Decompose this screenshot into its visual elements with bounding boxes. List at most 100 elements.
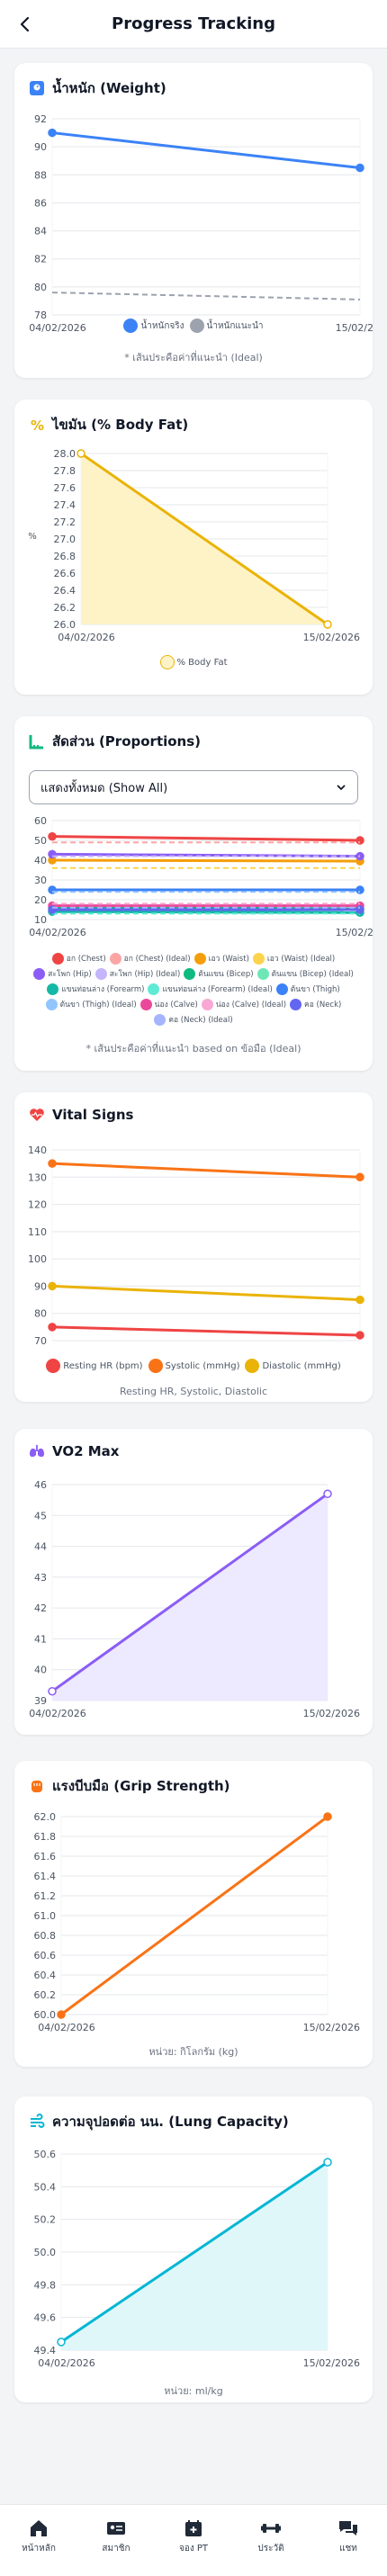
bodyfat-chart: 26.0 26.2 26.4 26.6 26.8 27.0 27.2 27.4 27.6 27.8… [28, 448, 360, 643]
x-tick-label: 04/02/2026 [29, 927, 86, 938]
chevron-down-icon [337, 785, 346, 791]
legend-item[interactable]: ต้นขา (Thigh) (Ideal) [45, 998, 137, 1010]
legend-item[interactable]: น่อง (Calve) [140, 998, 198, 1010]
series-line [60, 1815, 328, 2016]
legend-swatch [47, 983, 59, 995]
card-title: ความจุปอดต่อ นน. (Lung Capacity) [52, 2114, 289, 2130]
y-tick-label: 61.4 [34, 1871, 57, 1882]
x-tick-label: 04/02/2026 [58, 632, 114, 643]
series-line [51, 1284, 361, 1302]
chevron-left-icon [20, 16, 30, 32]
legend-swatch [245, 1359, 260, 1373]
y-tick-label: 49.4 [34, 2345, 57, 2356]
legend-item[interactable]: ต้นแขน (Bicep) (Ideal) [256, 967, 354, 980]
card-title: แรงบีบมือ (Grip Strength) [52, 1778, 230, 1794]
nav-home[interactable]: หน้าหลัก [7, 2518, 70, 2555]
legend-item[interactable]: สะโพก (Hip) [33, 967, 92, 980]
data-point [57, 2338, 66, 2347]
y-tick-label: 26.8 [54, 551, 76, 562]
legend-item[interactable]: ต้นขา (Thigh) [275, 983, 340, 995]
back-button[interactable] [13, 12, 38, 37]
y-tick-label: 45 [34, 1510, 47, 1521]
legend-item[interactable]: ต้นแขน (Bicep) [184, 967, 254, 980]
member-card-icon [107, 2522, 125, 2535]
y-tick-label: 60.4 [34, 1970, 57, 1981]
weight-legend: น้ำหนักจริง น้ำหนักแนะนำ [23, 319, 364, 333]
nav-history[interactable]: ประวัติ [239, 2518, 302, 2555]
y-tick-label: 46 [34, 1479, 47, 1491]
scale-icon [29, 80, 45, 96]
legend-item[interactable]: สะโพก (Hip) (Ideal) [94, 967, 180, 980]
y-axis-label: % [28, 532, 37, 542]
lung-chart: 49.4 49.6 49.8 50.0 50.2 50.4 50.6 04/02/2026 15… [34, 2149, 361, 2369]
y-tick-label: 49.6 [34, 2312, 57, 2324]
legend-item[interactable]: คอ (Neck) (Ideal) [154, 1013, 233, 1026]
legend-item[interactable]: น่อง (Calve) (Ideal) [201, 998, 286, 1010]
legend-item[interactable]: อก (Chest) (Ideal) [109, 952, 191, 965]
proportions-filter-select[interactable]: แสดงทั้งหมด (Show All) [29, 770, 358, 804]
y-tick-label: 61.8 [34, 1831, 57, 1843]
legend-item[interactable]: Systolic (mmHg) [148, 1359, 239, 1373]
legend-item[interactable]: แขนท่อนล่าง (Forearm) (Ideal) [148, 983, 273, 995]
legend-item[interactable]: น้ำหนักแนะนำ [189, 319, 264, 333]
legend-item[interactable]: แขนท่อนล่าง (Forearm) [47, 983, 144, 995]
y-tick-label: 26.2 [54, 602, 76, 614]
y-tick-label: 88 [34, 169, 47, 181]
y-tick-label: 62.0 [34, 1811, 57, 1823]
x-tick-label: 15/02/2026 [303, 2357, 360, 2369]
x-tick-label: 15/02/2026 [303, 2022, 360, 2033]
chat-icon [339, 2521, 357, 2536]
legend-item[interactable]: น้ำหนักจริง [123, 319, 184, 333]
series-line [51, 131, 361, 169]
y-tick-label: 78 [34, 310, 47, 321]
nav-book-pt[interactable]: จอง PT [162, 2518, 225, 2555]
calendar-icon [185, 2520, 202, 2536]
y-tick-label: 42 [34, 1602, 47, 1614]
bodyfat-legend: % Body Fat [23, 655, 364, 669]
y-tick-label: 27.6 [54, 482, 76, 494]
legend-item[interactable]: เอว (Waist) [194, 952, 249, 965]
legend-swatch [154, 1013, 166, 1026]
legend-swatch [140, 998, 152, 1010]
legend-item[interactable]: คอ (Neck) [290, 998, 341, 1010]
y-tick-label: 60.8 [34, 1930, 57, 1942]
series-line [51, 1162, 361, 1179]
weight-chart: 78 80 82 84 86 88 90 92 04/02/2026 15/02/2026 [29, 113, 373, 334]
y-tick-label: 50.4 [34, 2181, 57, 2193]
percent-icon: % [29, 417, 45, 433]
y-tick-label: 49.8 [34, 2279, 57, 2291]
data-point [48, 128, 57, 138]
legend-item[interactable]: % Body Fat [159, 655, 228, 669]
y-tick-label: 43 [34, 1572, 47, 1584]
data-point [323, 1489, 332, 1499]
y-tick-label: 26.6 [54, 568, 76, 579]
legend-swatch [148, 1359, 163, 1373]
card-title: สัดส่วน (Proportions) [52, 733, 202, 749]
legend-item[interactable]: อก (Chest) [51, 952, 106, 965]
y-tick-label: 60.2 [34, 1989, 57, 2001]
legend-swatch [51, 952, 64, 965]
y-tick-label: 50.2 [34, 2214, 57, 2226]
card-title: VO2 Max [52, 1443, 120, 1459]
nav-chat[interactable]: แชท [317, 2518, 380, 2555]
x-tick-label: 04/02/2026 [29, 1708, 86, 1719]
nav-member[interactable]: สมาชิก [85, 2518, 148, 2555]
fist-icon [29, 1778, 45, 1794]
y-tick-label: 39 [34, 1695, 47, 1707]
series-line [51, 910, 361, 914]
legend-item[interactable]: Diastolic (mmHg) [245, 1359, 341, 1373]
x-tick-label: 15/02/2026 [336, 322, 373, 334]
y-tick-label: 61.6 [34, 1851, 57, 1862]
bottom-nav: หน้าหลัก สมาชิก จอง PT ประวัติ แชท [0, 2504, 387, 2576]
vitals-note: Resting HR, Systolic, Diastolic [120, 1386, 267, 1397]
x-tick-label: 15/02/2026 [336, 927, 373, 938]
legend-swatch [252, 952, 265, 965]
legend-item[interactable]: Resting HR (bpm) [46, 1359, 143, 1373]
legend-swatch [201, 998, 213, 1010]
data-point [76, 449, 86, 458]
grip-note: หน่วย: กิโลกรัม (kg) [148, 2046, 238, 2058]
vitals-chart: 70 80 90 100 110 120 130 140 [28, 1144, 364, 1347]
y-tick-label: 80 [34, 282, 47, 293]
legend-item[interactable]: เอว (Waist) (Ideal) [252, 952, 335, 965]
data-point [48, 1281, 57, 1291]
